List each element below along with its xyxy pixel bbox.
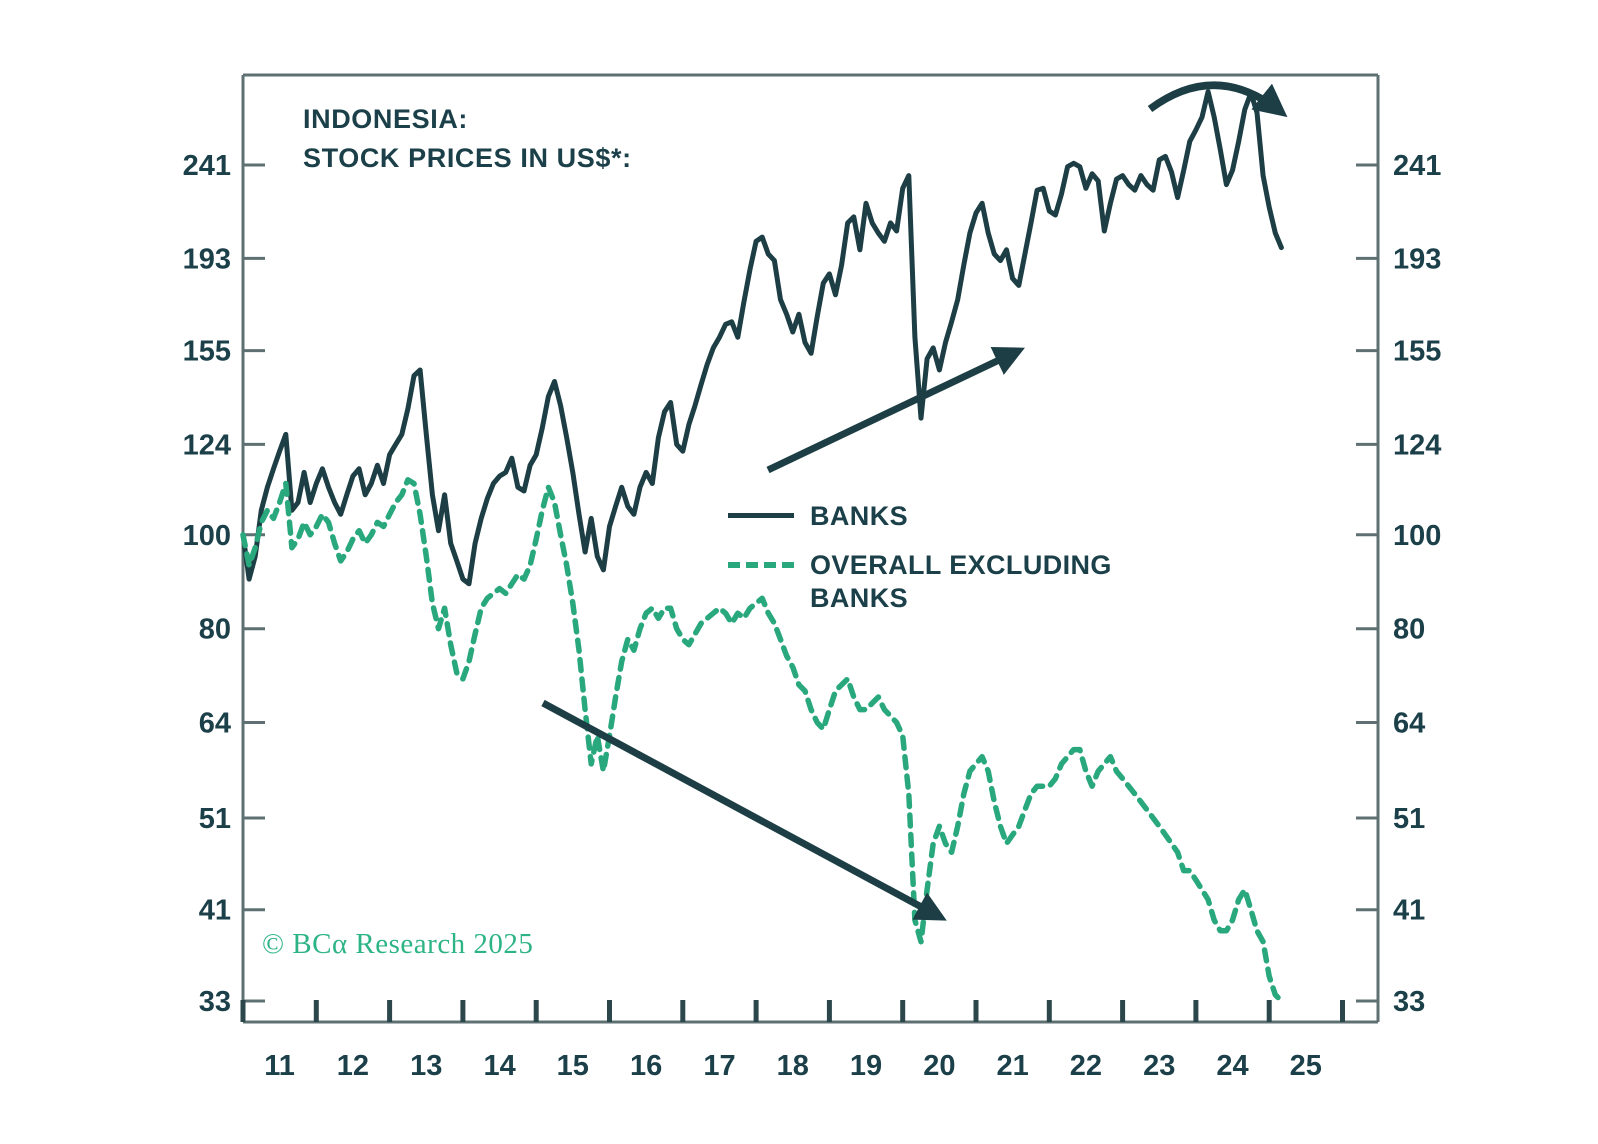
svg-text:51: 51 bbox=[1393, 803, 1425, 835]
series-overall-excluding-banks bbox=[240, 477, 1285, 1004]
svg-text:155: 155 bbox=[1393, 336, 1441, 368]
chart-title: INDONESIA: STOCK PRICES IN US$*: bbox=[303, 100, 632, 178]
chart-title-line1: INDONESIA: bbox=[303, 104, 469, 134]
legend-item-banks: BANKS bbox=[728, 500, 1112, 533]
svg-text:14: 14 bbox=[483, 1050, 515, 1082]
banks-line-swatch bbox=[728, 513, 794, 518]
svg-text:193: 193 bbox=[183, 243, 231, 275]
overall-line-swatch bbox=[728, 562, 794, 568]
svg-text:64: 64 bbox=[199, 708, 231, 740]
svg-text:193: 193 bbox=[1393, 243, 1441, 275]
svg-text:155: 155 bbox=[183, 336, 231, 368]
bca-research-watermark: © BCα Research 2025 bbox=[262, 928, 534, 960]
svg-text:51: 51 bbox=[199, 803, 231, 835]
overall-legend-label-line1: OVERALL EXCLUDING bbox=[810, 550, 1112, 580]
svg-text:24: 24 bbox=[1216, 1050, 1248, 1082]
svg-text:241: 241 bbox=[1393, 150, 1441, 182]
svg-text:16: 16 bbox=[630, 1050, 662, 1082]
legend-item-overall-excluding-banks: OVERALL EXCLUDING BANKS bbox=[728, 549, 1112, 615]
overall-legend-label-line2: BANKS bbox=[810, 583, 909, 613]
svg-text:23: 23 bbox=[1143, 1050, 1175, 1082]
svg-text:64: 64 bbox=[1393, 708, 1425, 740]
svg-text:20: 20 bbox=[923, 1050, 955, 1082]
svg-text:22: 22 bbox=[1070, 1050, 1102, 1082]
svg-text:41: 41 bbox=[199, 895, 231, 927]
rollover-arc-arrow bbox=[1147, 81, 1288, 118]
svg-text:19: 19 bbox=[850, 1050, 882, 1082]
svg-text:11: 11 bbox=[264, 1050, 295, 1082]
svg-text:33: 33 bbox=[1393, 986, 1425, 1018]
svg-text:12: 12 bbox=[337, 1050, 369, 1082]
svg-text:100: 100 bbox=[1393, 520, 1441, 552]
svg-text:25: 25 bbox=[1290, 1050, 1322, 1082]
svg-text:15: 15 bbox=[557, 1050, 589, 1082]
overall-legend-label: OVERALL EXCLUDING BANKS bbox=[810, 549, 1112, 615]
svg-text:124: 124 bbox=[1393, 429, 1441, 461]
svg-text:21: 21 bbox=[996, 1050, 1028, 1082]
chart-title-line2: STOCK PRICES IN US$*: bbox=[303, 143, 632, 173]
svg-text:13: 13 bbox=[410, 1050, 442, 1082]
series-banks bbox=[240, 89, 1284, 587]
svg-text:80: 80 bbox=[199, 614, 231, 646]
svg-text:33: 33 bbox=[199, 986, 231, 1018]
banks-legend-label: BANKS bbox=[810, 501, 909, 531]
svg-text:18: 18 bbox=[777, 1050, 809, 1082]
uptrend-arrow bbox=[766, 347, 1025, 474]
svg-text:80: 80 bbox=[1393, 614, 1425, 646]
svg-text:124: 124 bbox=[183, 429, 231, 461]
downtrend-arrow bbox=[541, 699, 947, 921]
svg-text:100: 100 bbox=[183, 520, 231, 552]
svg-text:41: 41 bbox=[1393, 895, 1425, 927]
legend: BANKS OVERALL EXCLUDING BANKS bbox=[728, 500, 1112, 615]
svg-text:17: 17 bbox=[703, 1050, 735, 1082]
svg-text:241: 241 bbox=[183, 150, 231, 182]
